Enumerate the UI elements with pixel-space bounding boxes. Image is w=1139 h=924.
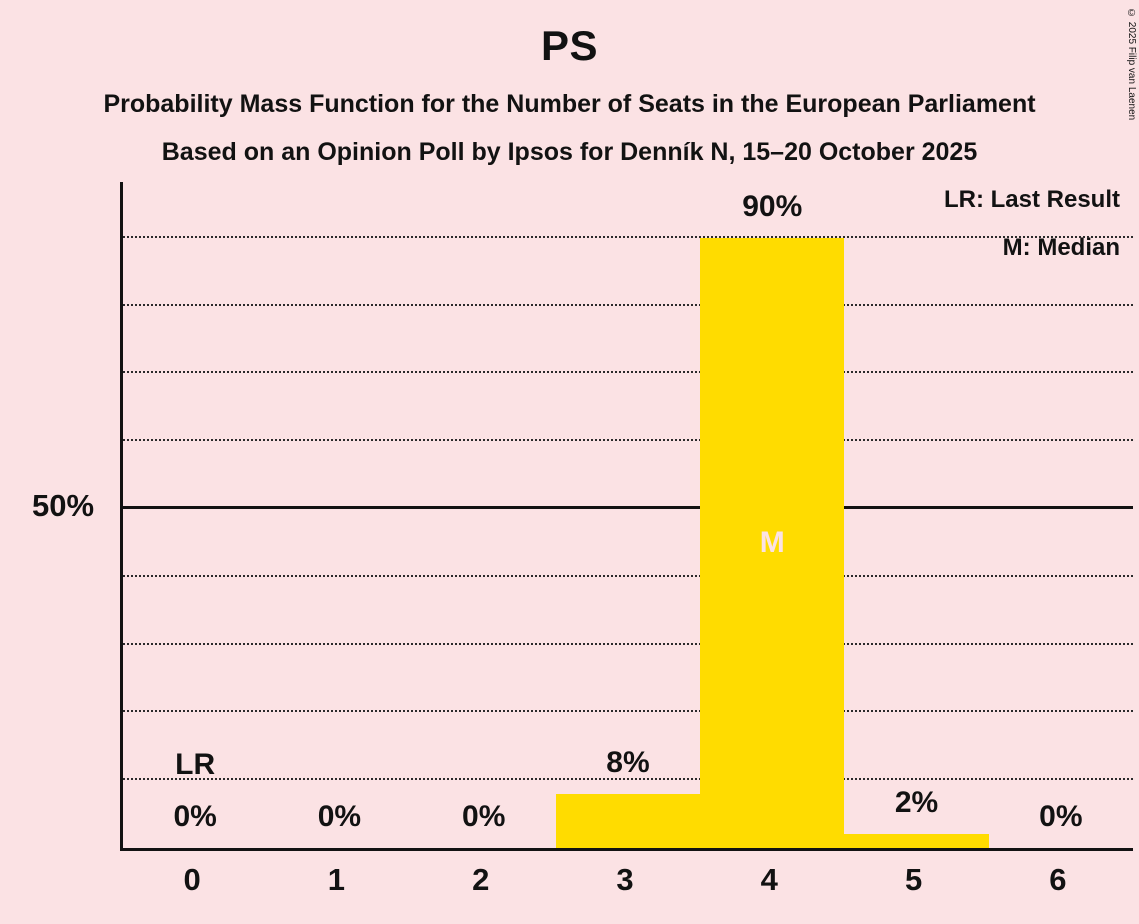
- value-label-3: 8%: [606, 745, 650, 779]
- gridline-80-percent: [123, 303, 1133, 306]
- chart-subtitle-line1: Probability Mass Function for the Number…: [103, 90, 1036, 118]
- value-label-0: 0%: [173, 800, 217, 833]
- x-tick-4: 4: [760, 862, 778, 897]
- bar-seats-4: [700, 237, 845, 848]
- gridline-20-percent: [123, 710, 1133, 713]
- legend-last-result: LR: Last Result: [943, 186, 1120, 213]
- x-tick-2: 2: [472, 862, 490, 897]
- copyright-notice: © 2025 Filip van Laenen: [1126, 8, 1137, 121]
- chart-subtitle-line2: Based on an Opinion Poll by Ipsos for De…: [161, 138, 978, 166]
- plot-area: 0% LR 0% 0% 8% 90% M 2% 0%: [120, 182, 1133, 851]
- value-label-4: 90%: [742, 189, 803, 223]
- x-axis-ticks: 0 1 2 3 4 5 6: [120, 862, 1130, 906]
- value-label-6: 0%: [1039, 800, 1083, 833]
- gridline-90-percent: [123, 235, 1133, 238]
- gridline-60-percent: [123, 439, 1133, 442]
- bar-seats-3: [555, 793, 701, 848]
- x-tick-5: 5: [904, 862, 923, 897]
- legend-median: M: Median: [1002, 234, 1120, 261]
- x-tick-6: 6: [1049, 862, 1067, 897]
- x-tick-1: 1: [327, 862, 346, 897]
- x-tick-3: 3: [616, 862, 634, 897]
- gridline-40-percent: [123, 574, 1133, 577]
- chart-title: PS: [540, 22, 599, 69]
- x-tick-0: 0: [183, 862, 201, 897]
- gridline-30-percent: [123, 642, 1133, 645]
- last-result-marker: LR: [175, 748, 216, 781]
- y-axis-50-label: 50%: [31, 488, 95, 523]
- gridline-50-percent: [123, 506, 1133, 509]
- bar-seats-5: [844, 834, 989, 848]
- value-label-2: 0%: [462, 800, 506, 833]
- gridline-10-percent: [123, 778, 1133, 781]
- value-label-1: 0%: [317, 800, 362, 833]
- gridline-70-percent: [123, 371, 1133, 374]
- median-marker: M: [759, 525, 785, 559]
- value-label-5: 2%: [894, 786, 939, 820]
